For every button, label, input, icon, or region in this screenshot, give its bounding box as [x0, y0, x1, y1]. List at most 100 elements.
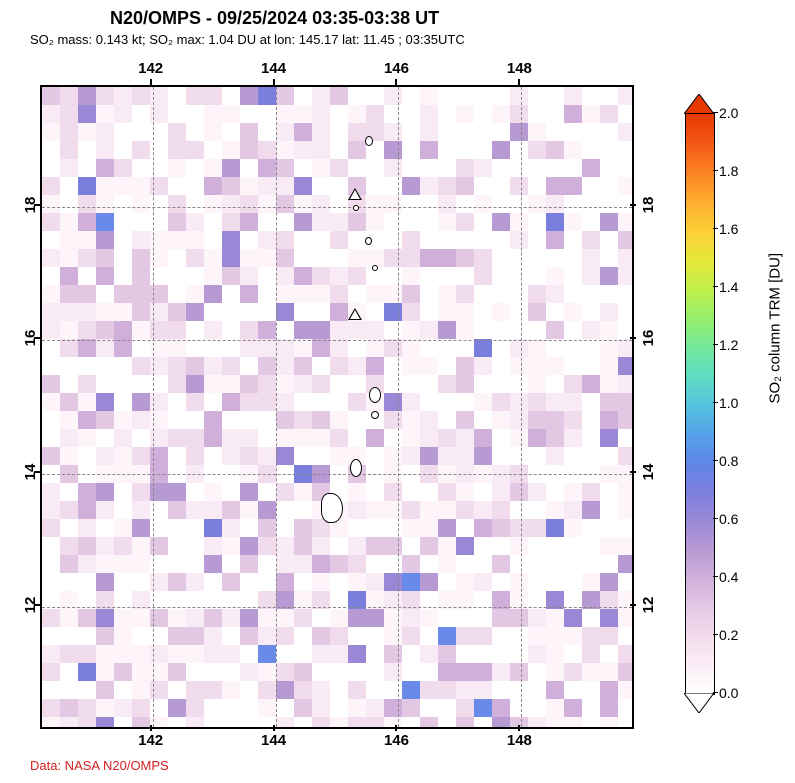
- heatmap-pixel: [528, 159, 546, 177]
- colorbar-tick-label: 1.8: [719, 163, 738, 179]
- heatmap-pixel: [294, 375, 312, 393]
- heatmap-pixel: [204, 411, 222, 429]
- heatmap-pixel: [96, 447, 114, 465]
- heatmap-pixel: [294, 429, 312, 447]
- heatmap-pixel: [276, 393, 294, 411]
- heatmap-pixel: [618, 681, 632, 699]
- heatmap-pixel: [78, 177, 96, 195]
- heatmap-pixel: [60, 159, 78, 177]
- tick-mark: [34, 604, 40, 606]
- tick-mark: [630, 204, 636, 206]
- colorbar-tick-label: 1.2: [719, 337, 738, 353]
- heatmap-pixel: [510, 105, 528, 123]
- heatmap-pixel: [618, 411, 632, 429]
- heatmap-pixel: [420, 339, 438, 357]
- heatmap-pixel: [204, 87, 222, 105]
- heatmap-pixel: [582, 375, 600, 393]
- heatmap-pixel: [618, 447, 632, 465]
- heatmap-pixel: [564, 663, 582, 681]
- heatmap-pixel: [618, 393, 632, 411]
- heatmap-pixel: [276, 231, 294, 249]
- heatmap-pixel: [42, 357, 60, 375]
- heatmap-pixel: [204, 249, 222, 267]
- heatmap-pixel: [420, 213, 438, 231]
- heatmap-pixel: [402, 483, 420, 501]
- heatmap-pixel: [510, 699, 528, 717]
- heatmap-pixel: [186, 483, 204, 501]
- heatmap-pixel: [114, 249, 132, 267]
- heatmap-pixel: [366, 501, 384, 519]
- heatmap-pixel: [186, 393, 204, 411]
- heatmap-pixel: [186, 609, 204, 627]
- heatmap-pixel: [402, 105, 420, 123]
- heatmap-pixel: [96, 429, 114, 447]
- heatmap-pixel: [402, 231, 420, 249]
- heatmap-pixel: [78, 537, 96, 555]
- heatmap-pixel: [348, 537, 366, 555]
- heatmap-pixel: [564, 537, 582, 555]
- heatmap-pixel: [60, 267, 78, 285]
- heatmap-pixel: [60, 429, 78, 447]
- heatmap-pixel: [96, 249, 114, 267]
- heatmap-pixel: [186, 645, 204, 663]
- heatmap-pixel: [312, 447, 330, 465]
- heatmap-pixel: [204, 267, 222, 285]
- heatmap-pixel: [474, 321, 492, 339]
- heatmap-pixel: [438, 213, 456, 231]
- heatmap-pixel: [222, 573, 240, 591]
- heatmap-pixel: [348, 357, 366, 375]
- heatmap-pixel: [276, 285, 294, 303]
- heatmap-pixel: [546, 483, 564, 501]
- heatmap-pixel: [114, 231, 132, 249]
- heatmap-pixel: [276, 321, 294, 339]
- heatmap-pixel: [546, 231, 564, 249]
- heatmap-pixel: [600, 573, 618, 591]
- heatmap-pixel: [114, 357, 132, 375]
- heatmap-pixel: [330, 195, 348, 213]
- heatmap-pixel: [546, 555, 564, 573]
- heatmap-pixel: [168, 375, 186, 393]
- heatmap-pixel: [222, 411, 240, 429]
- heatmap-pixel: [276, 411, 294, 429]
- heatmap-pixel: [438, 375, 456, 393]
- heatmap-pixel: [366, 609, 384, 627]
- heatmap-pixel: [114, 393, 132, 411]
- heatmap-pixel: [474, 195, 492, 213]
- heatmap-pixel: [402, 303, 420, 321]
- heatmap-pixel: [456, 429, 474, 447]
- heatmap-pixel: [222, 357, 240, 375]
- heatmap-pixel: [186, 429, 204, 447]
- heatmap-pixel: [510, 303, 528, 321]
- heatmap-pixel: [222, 609, 240, 627]
- heatmap-pixel: [78, 285, 96, 303]
- heatmap-pixel: [294, 321, 312, 339]
- heatmap-pixel: [312, 141, 330, 159]
- heatmap-pixel: [420, 429, 438, 447]
- heatmap-pixel: [546, 267, 564, 285]
- heatmap-pixel: [294, 267, 312, 285]
- heatmap-pixel: [312, 105, 330, 123]
- heatmap-pixel: [96, 573, 114, 591]
- heatmap-pixel: [42, 645, 60, 663]
- heatmap-pixel: [564, 375, 582, 393]
- heatmap-pixel: [474, 573, 492, 591]
- heatmap-pixel: [294, 285, 312, 303]
- heatmap-pixel: [546, 159, 564, 177]
- heatmap-pixel: [96, 699, 114, 717]
- heatmap-pixel: [348, 105, 366, 123]
- heatmap-pixel: [528, 231, 546, 249]
- heatmap-pixel: [222, 555, 240, 573]
- heatmap-pixel: [348, 663, 366, 681]
- heatmap-pixel: [618, 213, 632, 231]
- heatmap-pixel: [96, 537, 114, 555]
- heatmap-pixel: [204, 537, 222, 555]
- heatmap-pixel: [618, 303, 632, 321]
- heatmap-pixel: [258, 681, 276, 699]
- heatmap-pixel: [258, 519, 276, 537]
- heatmap-pixel: [348, 375, 366, 393]
- heatmap-pixel: [330, 231, 348, 249]
- heatmap-pixel: [492, 375, 510, 393]
- heatmap-pixel: [294, 213, 312, 231]
- heatmap-pixel: [312, 213, 330, 231]
- heatmap-pixel: [456, 195, 474, 213]
